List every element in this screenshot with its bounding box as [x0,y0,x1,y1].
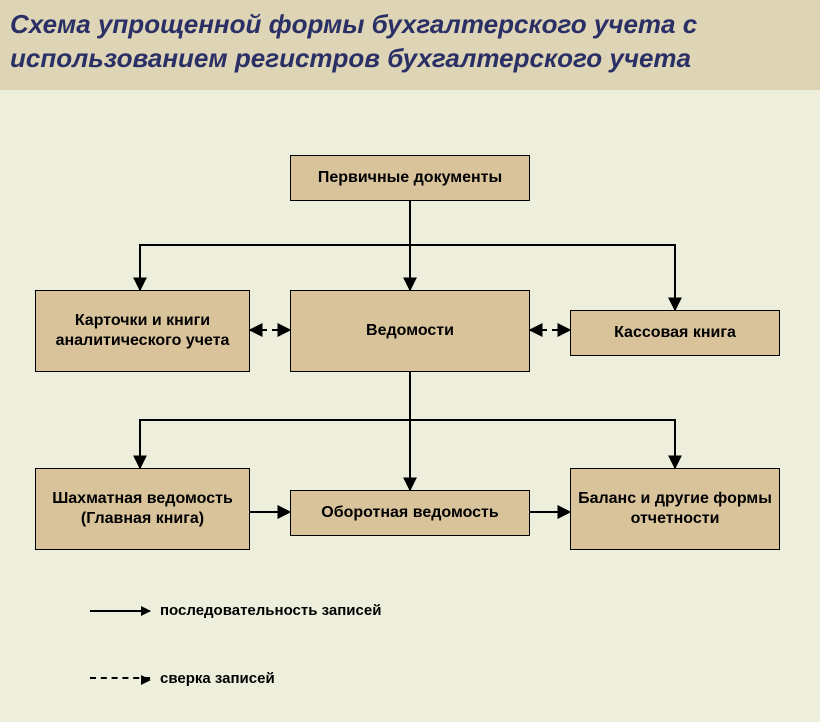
legend-dashed: сверка записей [90,670,275,687]
legend-solid: последовательность записей [90,602,381,619]
legend-arrow-icon [90,610,150,612]
page-title: Схема упрощенной формы бухгалтерского уч… [10,8,810,76]
edge-vedomosti-chess [140,372,410,468]
node-oborot: Оборотная ведомость [290,490,530,536]
header: Схема упрощенной формы бухгалтерского уч… [0,0,820,90]
edge-vedomosti-balance [410,372,675,468]
legend-arrow-icon [90,677,150,681]
node-balance: Баланс и другие формы отчетности [570,468,780,550]
node-primary: Первичные документы [290,155,530,201]
node-chess: Шахматная ведомость (Главная книга) [35,468,250,550]
legend-label: сверка записей [160,670,275,687]
edge-primary-cards [140,201,410,290]
node-cards: Карточки и книги аналитического учета [35,290,250,372]
node-vedomosti: Ведомости [290,290,530,372]
legend-label: последовательность записей [160,602,381,619]
node-kassa: Кассовая книга [570,310,780,356]
